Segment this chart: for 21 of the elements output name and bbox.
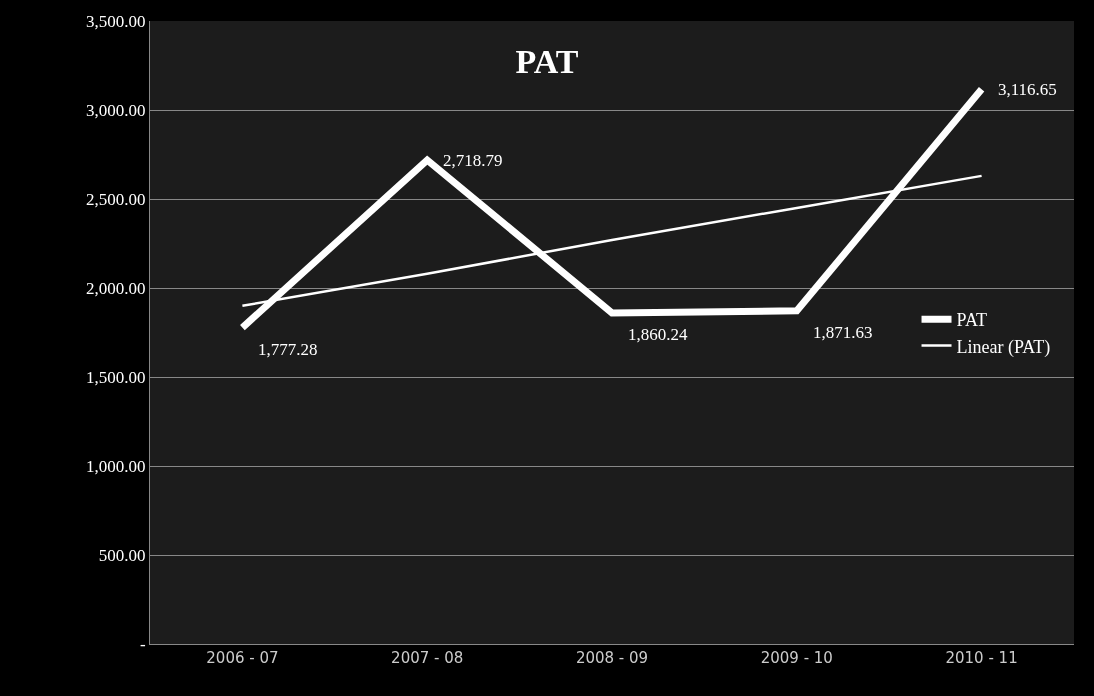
data-label: 3,116.65 [998, 80, 1057, 99]
legend-label: Linear (PAT) [956, 336, 1051, 358]
data-label: 1,871.63 [813, 323, 873, 342]
y-tick-label: 2,500.00 [86, 189, 146, 209]
y-tick-label: 3,000.00 [86, 100, 146, 120]
y-tick-label: - [139, 634, 146, 654]
y-tick-label: 1,000.00 [86, 456, 146, 476]
y-tick-label: 3,500.00 [86, 11, 146, 31]
text: PAT [515, 42, 579, 80]
legend-label: PAT [956, 310, 987, 331]
data-label: 1,777.28 [258, 340, 318, 359]
x-tick-label: 2009 - 10 [760, 649, 833, 667]
data-label: 1,860.24 [628, 325, 688, 344]
x-tick-label: 2006 - 07 [206, 649, 279, 667]
x-tick-label: 2007 - 08 [391, 649, 464, 667]
y-tick-label: 500.00 [98, 545, 146, 565]
y-tick-label: 2,000.00 [86, 278, 146, 298]
x-tick-label: 2010 - 11 [945, 649, 1018, 667]
x-tick-label: 2008 - 09 [575, 649, 649, 667]
data-label: 2,718.79 [443, 151, 503, 170]
y-tick-label: 1,500.00 [86, 367, 146, 387]
